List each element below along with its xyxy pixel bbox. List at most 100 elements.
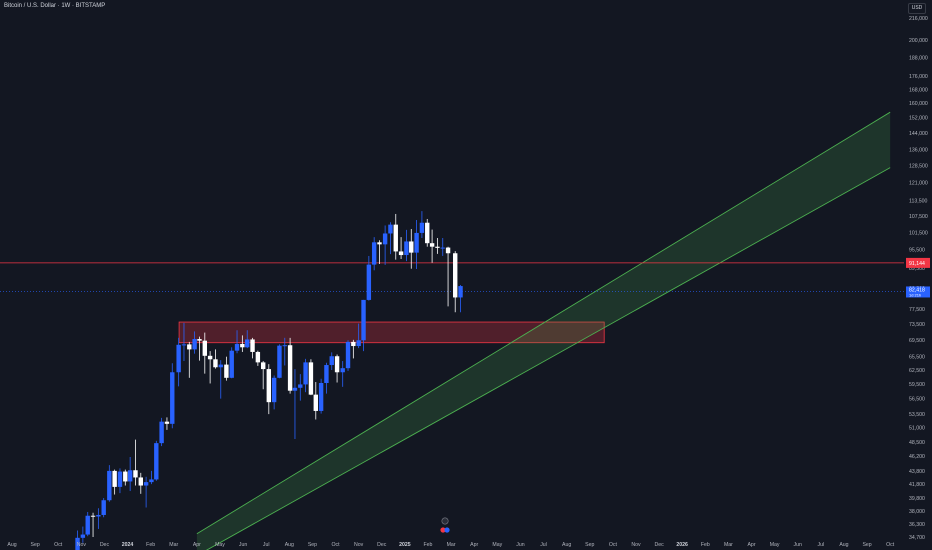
candle	[75, 530, 80, 550]
x-tick-label: Jun	[516, 542, 524, 548]
x-tick-label: May	[770, 542, 780, 548]
candle-body	[282, 345, 287, 347]
candle-body	[90, 515, 96, 517]
y-tick-label: 34,700	[909, 535, 925, 541]
candle	[149, 470, 154, 485]
x-tick-label: Jul	[818, 542, 825, 548]
candle	[138, 472, 143, 494]
candle-body	[266, 369, 272, 403]
y-tick-label: 56,500	[909, 397, 925, 403]
x-tick-label: Sep	[585, 542, 594, 548]
dividend-marker-icon	[444, 527, 450, 533]
x-tick-label: Oct	[609, 542, 618, 548]
candle	[164, 417, 170, 430]
candle	[202, 332, 208, 374]
x-tick-label: Oct	[886, 542, 895, 548]
channel-fill	[196, 112, 891, 550]
candle-body	[318, 382, 324, 411]
candle	[409, 229, 414, 269]
candle-body	[213, 359, 218, 368]
y-tick-label: 43,800	[909, 469, 925, 475]
x-tick-label: Apr	[470, 542, 478, 548]
candle-body	[170, 372, 175, 424]
candle-body	[371, 242, 377, 265]
candle-body	[250, 339, 255, 352]
candle-body	[334, 356, 340, 373]
candle-body	[425, 222, 430, 244]
symbol-title[interactable]: Bitcoin / U.S. Dollar · 1W · BITSTAMP	[4, 3, 106, 9]
y-tick-label: 39,800	[909, 496, 925, 502]
x-tick-label: Nov	[77, 542, 87, 548]
y-tick-label: 53,500	[909, 412, 925, 418]
y-tick-label: 121,000	[909, 180, 928, 186]
candle	[85, 511, 90, 537]
candle-body	[445, 247, 451, 254]
candle	[334, 354, 340, 383]
y-tick-label: 113,500	[909, 199, 927, 205]
x-tick-label: Aug	[7, 542, 16, 548]
x-tick-label: 2024	[122, 542, 134, 548]
candle	[324, 362, 329, 394]
y-tick-label: 59,500	[909, 382, 925, 388]
candle	[351, 339, 356, 359]
x-tick-label: Oct	[54, 542, 63, 548]
candle	[170, 363, 175, 429]
candle	[318, 378, 324, 414]
candle	[453, 251, 458, 313]
candle-body	[298, 384, 303, 388]
candle	[425, 218, 430, 247]
candle-body	[107, 470, 112, 501]
candle-body	[101, 500, 106, 515]
candle	[255, 350, 261, 366]
y-tick-label: 176,000	[909, 74, 928, 80]
candle	[366, 255, 372, 301]
candle	[117, 468, 123, 494]
candle-body	[377, 242, 382, 245]
x-tick-label: Aug	[285, 542, 294, 548]
y-tick-label: 41,800	[909, 482, 925, 488]
x-tick-label: May	[215, 542, 225, 548]
y-tick-label: 95,500	[909, 248, 925, 254]
y-tick-label: 62,500	[909, 368, 925, 374]
candle-body	[96, 514, 101, 517]
candle-body	[388, 224, 393, 234]
x-tick-label: Sep	[862, 542, 871, 548]
candle-body	[117, 471, 123, 487]
y-tick-label: 144,000	[909, 131, 928, 137]
candle-body	[218, 364, 223, 368]
candle-body	[112, 470, 117, 487]
candle-body	[361, 299, 366, 341]
candle	[133, 439, 138, 486]
y-tick-label: 89,500	[909, 266, 925, 272]
y-tick-label: 107,500	[909, 214, 928, 220]
channel-upper-line	[196, 111, 891, 535]
candle-body	[340, 368, 345, 373]
candle-body	[123, 471, 128, 482]
candle	[277, 344, 282, 379]
candle	[458, 285, 463, 313]
currency-button[interactable]: USD	[908, 3, 926, 14]
x-tick-label: 2025	[399, 542, 411, 548]
candle-body	[229, 350, 234, 378]
candle-body	[224, 364, 229, 378]
candle	[292, 369, 298, 440]
x-tick-label: Dec	[654, 542, 664, 548]
x-tick-label: Jul	[263, 542, 270, 548]
x-tick-label: Apr	[747, 542, 755, 548]
candle-body	[197, 339, 202, 341]
x-tick-label: 2026	[676, 542, 688, 548]
candle	[361, 299, 366, 352]
candle	[213, 349, 218, 369]
y-tick-label: 200,000	[909, 38, 928, 44]
candle-body	[356, 340, 361, 347]
candle-body	[127, 470, 133, 482]
candle	[260, 361, 266, 390]
candle-body	[159, 421, 164, 444]
y-tick-label: 136,000	[909, 147, 928, 153]
candle	[435, 238, 440, 254]
candle-body	[458, 286, 463, 298]
candle-body	[164, 421, 170, 424]
x-tick-label: Nov	[354, 542, 364, 548]
candle-body	[260, 362, 266, 370]
